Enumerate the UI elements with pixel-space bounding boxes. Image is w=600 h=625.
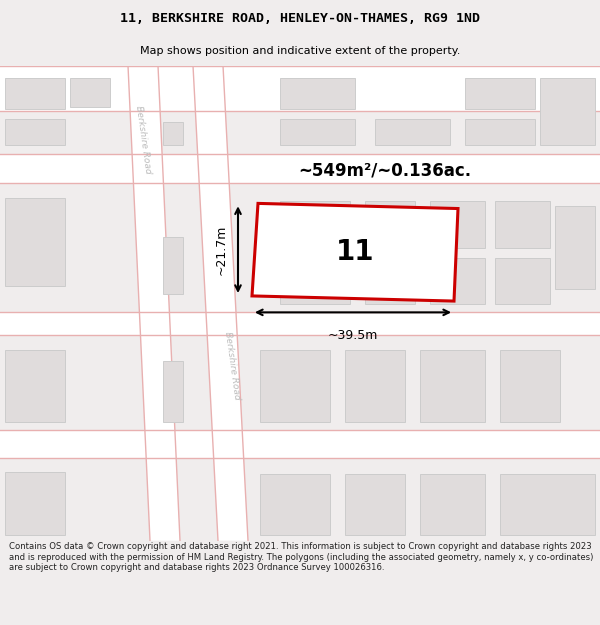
Text: Berkshire Road: Berkshire Road bbox=[223, 331, 241, 401]
Bar bbox=[430, 258, 485, 304]
Bar bbox=[0, 429, 600, 458]
Bar bbox=[365, 201, 415, 248]
Bar bbox=[163, 361, 183, 423]
Bar bbox=[5, 119, 65, 145]
Bar bbox=[365, 263, 415, 304]
Bar bbox=[375, 119, 450, 145]
Bar bbox=[495, 258, 550, 304]
Bar bbox=[420, 474, 485, 536]
Bar bbox=[555, 206, 595, 289]
Text: Contains OS data © Crown copyright and database right 2021. This information is : Contains OS data © Crown copyright and d… bbox=[9, 542, 593, 572]
Bar bbox=[465, 78, 535, 109]
Bar bbox=[5, 351, 65, 423]
Bar bbox=[5, 78, 65, 109]
Bar bbox=[5, 198, 65, 286]
Bar bbox=[540, 78, 595, 145]
Polygon shape bbox=[193, 66, 248, 541]
Bar bbox=[280, 78, 355, 109]
Bar bbox=[0, 66, 600, 111]
Text: ~39.5m: ~39.5m bbox=[328, 329, 378, 342]
Bar bbox=[0, 312, 600, 335]
Bar bbox=[163, 238, 183, 294]
Bar bbox=[163, 122, 183, 145]
Bar bbox=[430, 201, 485, 248]
Bar bbox=[70, 78, 110, 107]
Text: 11, BERKSHIRE ROAD, HENLEY-ON-THAMES, RG9 1ND: 11, BERKSHIRE ROAD, HENLEY-ON-THAMES, RG… bbox=[120, 12, 480, 25]
Bar bbox=[5, 472, 65, 536]
Bar bbox=[465, 119, 535, 145]
Bar bbox=[280, 119, 355, 145]
Text: ~21.7m: ~21.7m bbox=[215, 224, 228, 275]
Polygon shape bbox=[128, 66, 180, 541]
Bar bbox=[345, 351, 405, 423]
Bar bbox=[420, 351, 485, 423]
Text: 11: 11 bbox=[336, 238, 375, 266]
Bar bbox=[500, 474, 595, 536]
Text: ~549m²/~0.136ac.: ~549m²/~0.136ac. bbox=[298, 161, 472, 179]
Bar bbox=[495, 201, 550, 248]
Text: Berkshire Road: Berkshire Road bbox=[134, 105, 152, 174]
Bar bbox=[260, 474, 330, 536]
Text: Map shows position and indicative extent of the property.: Map shows position and indicative extent… bbox=[140, 46, 460, 56]
Bar bbox=[345, 474, 405, 536]
Bar bbox=[260, 351, 330, 423]
Bar bbox=[500, 351, 560, 423]
Bar bbox=[0, 154, 600, 183]
Bar bbox=[280, 201, 350, 304]
Polygon shape bbox=[252, 203, 458, 301]
